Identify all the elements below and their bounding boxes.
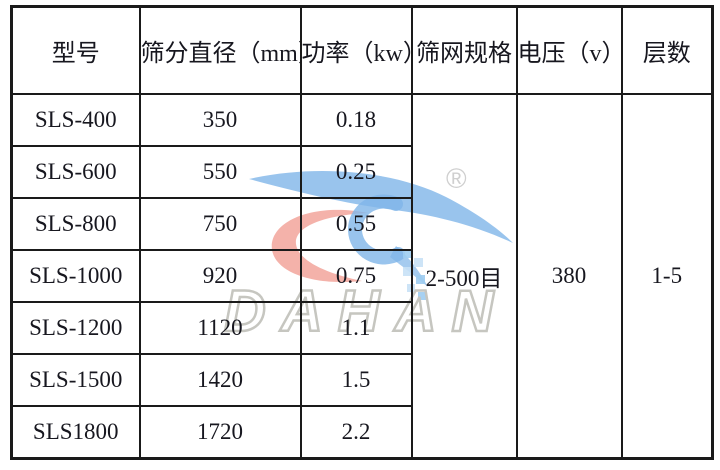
model-cell: SLS-400 xyxy=(10,92,141,147)
model-cell: SLS-1000 xyxy=(10,248,141,303)
header-mesh: 筛网规格 xyxy=(410,5,518,95)
diameter-cell: 1120 xyxy=(138,300,302,355)
diameter-cell: 550 xyxy=(138,144,302,199)
header-diameter: 筛分直径（mm） xyxy=(138,5,302,95)
header-row: 型号 筛分直径（mm） 功率（kw） 筛网规格 电压（v） 层数 xyxy=(10,5,714,95)
table-row: SLS-800 750 0.55 xyxy=(10,196,713,251)
diameter-cell: 1420 xyxy=(138,352,302,407)
table-row: SLS1800 1720 2.2 xyxy=(10,404,713,460)
voltage-merged-cell: 380 xyxy=(515,92,623,460)
model-cell: SLS-1500 xyxy=(10,352,141,407)
table-row: SLS-400 350 0.18 2-500目 380 1-5 xyxy=(10,92,714,460)
model-cell: SLS1800 xyxy=(10,404,141,460)
diameter-cell: 920 xyxy=(138,248,302,303)
spec-table: 型号 筛分直径（mm） 功率（kw） 筛网规格 电压（v） 层数 SLS-400… xyxy=(10,5,714,460)
header-power: 功率（kw） xyxy=(299,5,413,95)
power-cell: 0.18 xyxy=(299,92,413,147)
diameter-cell: 750 xyxy=(138,196,302,251)
power-cell: 1.1 xyxy=(299,300,413,355)
header-model: 型号 xyxy=(10,5,141,95)
model-cell: SLS-600 xyxy=(10,144,141,199)
power-cell: 0.75 xyxy=(299,248,413,303)
header-voltage: 电压（v） xyxy=(515,5,623,95)
power-cell: 1.5 xyxy=(299,352,413,407)
diameter-cell: 350 xyxy=(138,92,302,147)
power-cell: 0.25 xyxy=(299,144,413,199)
table-row: SLS-1200 1120 1.1 xyxy=(10,300,713,355)
diameter-cell: 1720 xyxy=(138,404,302,460)
layers-merged-cell: 1-5 xyxy=(620,92,714,460)
power-cell: 0.55 xyxy=(299,196,413,251)
table-row: SLS-600 550 0.25 xyxy=(10,144,713,199)
power-cell: 2.2 xyxy=(299,404,413,460)
model-cell: SLS-1200 xyxy=(10,300,141,355)
model-cell: SLS-800 xyxy=(10,196,141,251)
table-row: SLS-1000 920 0.75 xyxy=(10,248,713,303)
mesh-merged-cell: 2-500目 xyxy=(410,92,518,460)
header-layers: 层数 xyxy=(620,5,714,95)
table-row: SLS-1500 1420 1.5 xyxy=(10,352,713,407)
